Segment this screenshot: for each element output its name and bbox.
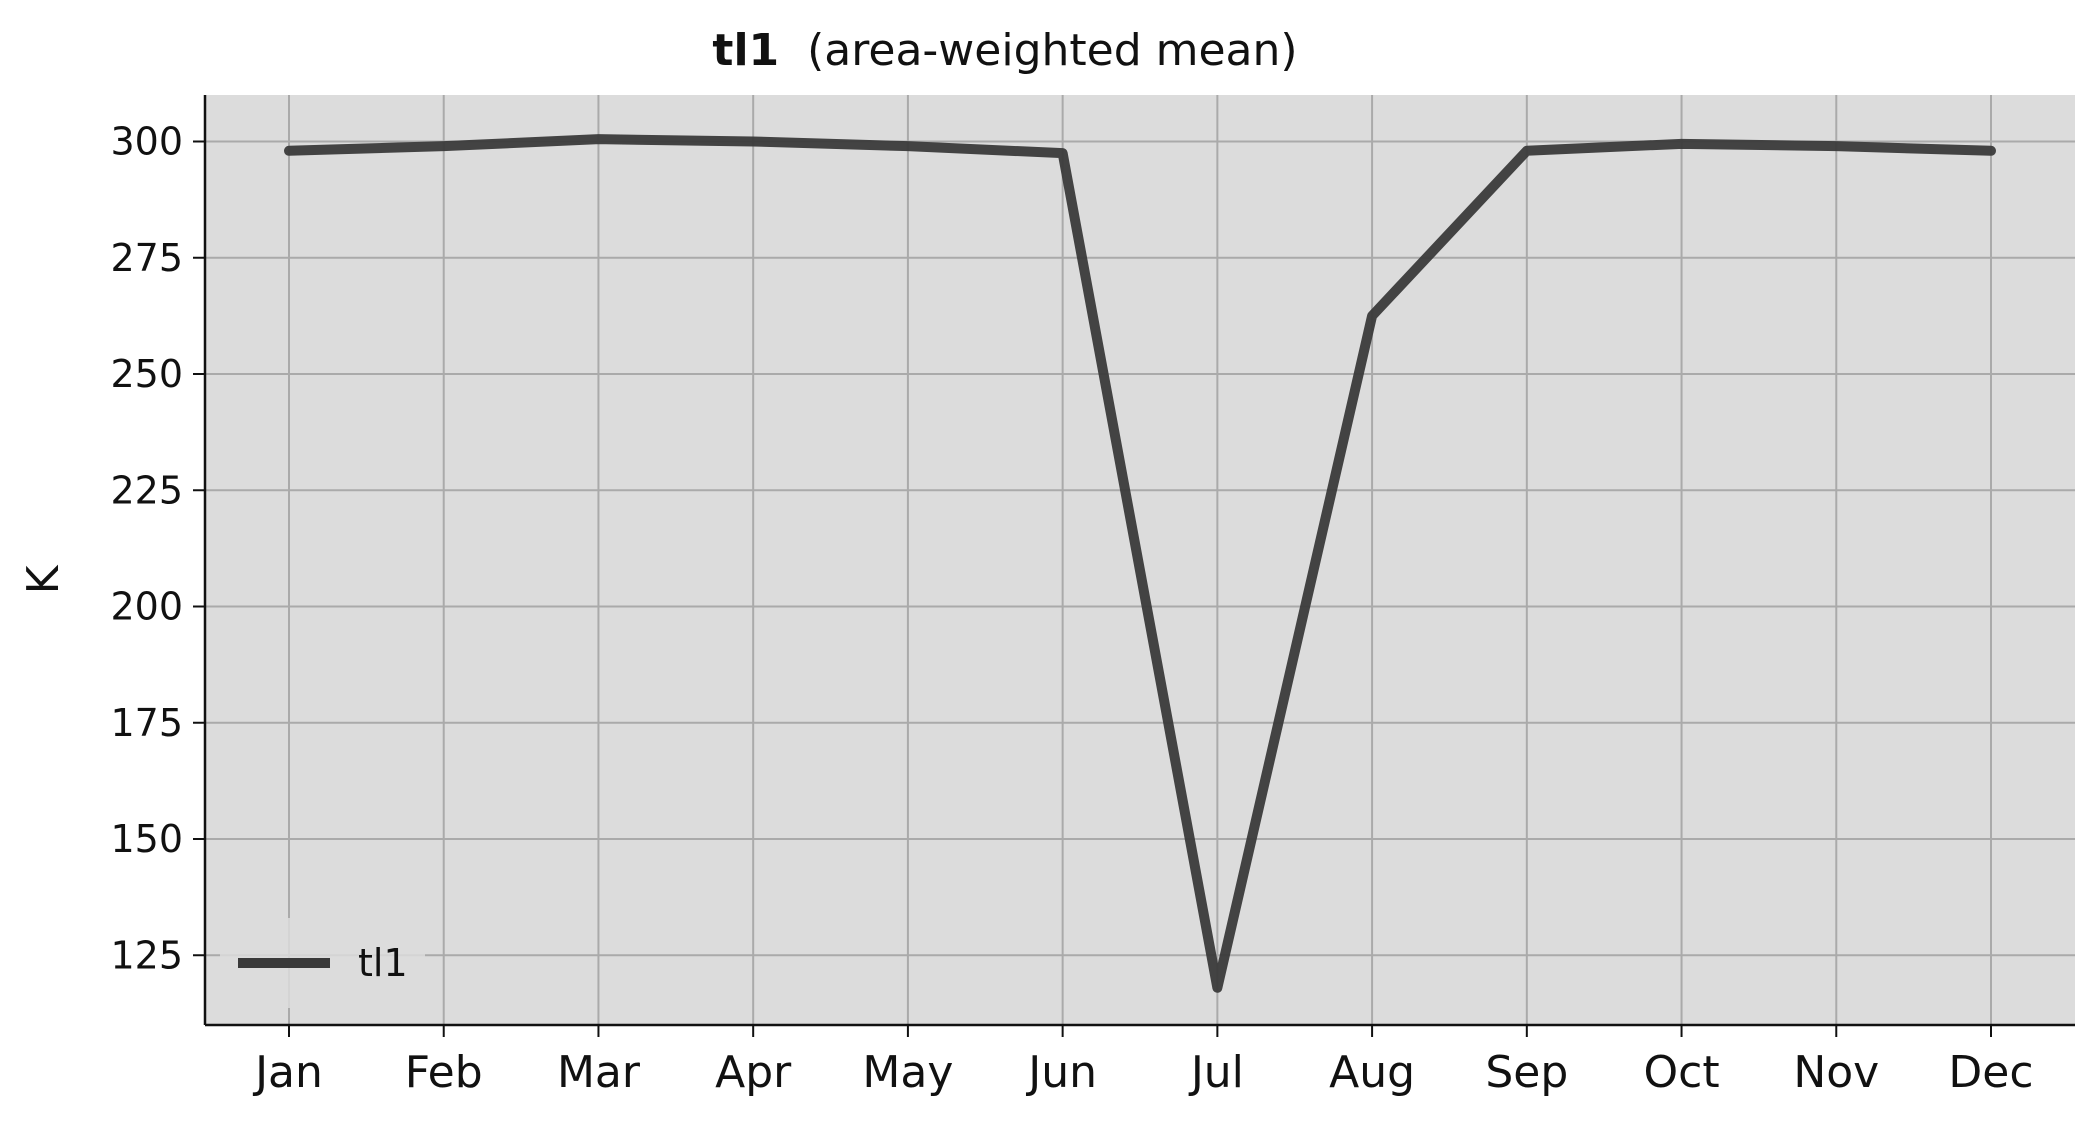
y-tick-label: 200	[110, 585, 183, 629]
x-tick-label: Nov	[1793, 1047, 1879, 1098]
x-tick-label: Dec	[1948, 1047, 2033, 1098]
chart-title: tl1 (area-weighted mean)	[712, 25, 1297, 76]
x-tick-label: Apr	[715, 1047, 792, 1098]
chart-title-description: (area-weighted mean)	[779, 25, 1297, 76]
y-tick-label: 225	[110, 468, 183, 512]
x-tick-label: Sep	[1485, 1047, 1568, 1098]
x-tick-label: Feb	[405, 1047, 483, 1098]
ticks: Jan Feb Mar Apr May Jun Jul Aug Sep Oct Nov Dec 125 1…	[110, 120, 2033, 1099]
x-tick-label: Jun	[1025, 1047, 1097, 1098]
x-tick-label: Aug	[1329, 1047, 1415, 1098]
y-tick-label: 150	[110, 817, 183, 861]
x-tick-label: Mar	[557, 1047, 641, 1098]
y-tick-label: 275	[110, 236, 183, 280]
series	[284, 134, 1996, 993]
y-axis-label: K	[18, 564, 69, 594]
y-tick-label: 125	[110, 933, 183, 977]
series-line-tl1	[284, 134, 1996, 993]
axes	[203, 95, 2075, 1027]
x-tick-label: Jul	[1188, 1047, 1244, 1098]
x-tick-label: Oct	[1644, 1047, 1720, 1098]
y-tick-label: 300	[110, 120, 183, 164]
x-tick-label: Jan	[252, 1047, 323, 1098]
legend-label: tl1	[358, 941, 408, 985]
legend: tl1	[220, 918, 425, 1008]
chart-title-variable: tl1	[712, 25, 779, 76]
x-tick-label: May	[862, 1047, 953, 1098]
y-tick-label: 175	[110, 701, 183, 745]
y-tick-label: 250	[110, 352, 183, 396]
